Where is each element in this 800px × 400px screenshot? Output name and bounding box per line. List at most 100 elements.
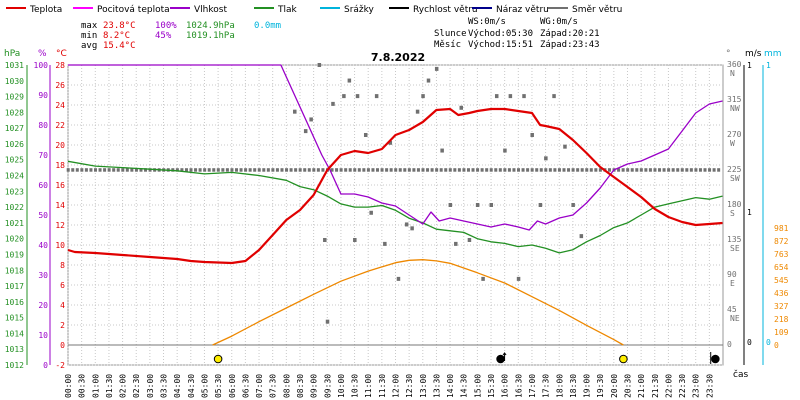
wind-dir-point (198, 168, 202, 172)
wind-dir-point (312, 168, 316, 172)
wind-gust-stat: WG:0m/s (540, 17, 578, 27)
wind-dir-point (98, 168, 102, 172)
wind-dir-point (653, 168, 657, 172)
moon-label: Měsíc (434, 40, 461, 50)
time-tick-label: 21:30 (651, 374, 660, 398)
solar-tick-label: 545 (774, 276, 789, 285)
wind-dir-point (244, 168, 248, 172)
wind-dir-scatter-point (369, 210, 373, 215)
wind-dir-point (130, 168, 134, 172)
wind-dir-point (676, 168, 680, 172)
wind-dir-tick-label: 180 (727, 200, 742, 209)
sunset-marker (619, 354, 628, 364)
time-tick-label: 02:00 (119, 374, 128, 398)
pressure-tick-label: 1021 (5, 219, 24, 228)
time-tick-label: 12:30 (405, 374, 414, 398)
temperature-tick-label: 14 (55, 201, 65, 210)
wind-dir-point (366, 168, 370, 172)
wind-dir-scatter-point (489, 203, 494, 207)
pressure-tick-label: 1013 (5, 345, 24, 354)
humidity-tick-label: 20 (38, 301, 48, 310)
wind-dir-point (189, 168, 193, 172)
time-tick-label: 06:00 (228, 374, 237, 398)
pressure-tick-label: 1015 (5, 314, 24, 323)
wind-dir-point (430, 168, 434, 172)
wind-dir-point (680, 168, 684, 172)
time-tick-label: 16:00 (501, 374, 510, 398)
wind-dir-scatter-point (388, 140, 393, 145)
wind-dir-point (148, 168, 152, 172)
wind-dir-point (421, 168, 425, 172)
moon-rise: Východ:15:51 (468, 40, 533, 50)
wind-dir-point (134, 168, 138, 172)
pressure-tick-label: 1025 (5, 156, 24, 165)
time-tick-label: 01:00 (91, 374, 100, 398)
wind-dir-tick-label: 0 (727, 340, 732, 349)
wind-dir-compass-label: NE (730, 314, 740, 323)
series-pressure (67, 160, 723, 254)
wind-dir-point (294, 168, 298, 172)
legend: Teplota Pocitová teplota Vlhkost Tlak Srážky… (6, 5, 622, 15)
wind-dir-scatter-point (440, 148, 444, 153)
unit-ms: m/s (745, 49, 762, 59)
time-tick-label: 10:30 (351, 374, 360, 398)
wind-dir-point (298, 168, 302, 172)
wind-dir-point (621, 168, 625, 172)
wind-dir-point (489, 168, 493, 172)
wind-dir-point (416, 168, 420, 172)
wind-dir-point (607, 168, 611, 172)
time-tick-label: 20:30 (623, 374, 632, 398)
wind-dir-point (407, 168, 411, 172)
wind-dir-point (216, 168, 220, 172)
humidity-tick-label: 10 (38, 331, 48, 340)
wind-dir-point (457, 168, 461, 172)
wind-dir-point (339, 168, 343, 172)
temperature-tick-label: 2 (60, 321, 65, 330)
wind-dir-point (466, 168, 470, 172)
wind-dir-point (717, 168, 721, 172)
min-hum: 45% (155, 31, 172, 41)
wind-dir-compass-label: SE (730, 244, 740, 253)
legend-label: Směr větru (572, 5, 622, 15)
wind-dir-point (435, 168, 439, 172)
pressure-tick-label: 1031 (5, 61, 24, 70)
wind-dir-point (253, 168, 257, 172)
time-tick-label: 07:00 (255, 374, 264, 398)
wind-dir-point (498, 168, 502, 172)
wind-dir-point (175, 168, 179, 172)
pressure-tick-label: 1027 (5, 124, 24, 133)
wind-dir-scatter-point (396, 276, 401, 281)
wind-dir-scatter-point (331, 101, 335, 106)
axis-ticks: 1031103010291028102710261025102410231022… (5, 60, 789, 398)
time-tick-label: 08:30 (296, 374, 305, 398)
wind-dir-compass-label: W (730, 139, 735, 148)
wind-dir-point (471, 168, 475, 172)
wind-dir-point (107, 168, 111, 172)
humidity-tick-label: 70 (38, 151, 48, 160)
wind-dir-scatter-point (426, 78, 431, 83)
time-tick-label: 11:00 (364, 374, 373, 398)
wind-dir-scatter-point (293, 109, 297, 114)
series-layer (66, 63, 723, 346)
wind-dir-point (307, 168, 311, 172)
max-rain: 0.0mm (254, 21, 281, 31)
wind-dir-point (517, 168, 521, 172)
time-tick-label: 11:30 (378, 374, 387, 398)
time-tick-label: 19:30 (596, 374, 605, 398)
chart-date: 7.8.2022 (371, 51, 425, 64)
moon-set: Západ:23:43 (540, 40, 600, 50)
wind-dir-scatter-point (355, 94, 360, 99)
avg-label: avg (81, 41, 97, 51)
wind-dir-point (266, 168, 270, 172)
time-tick-label: 13:00 (419, 374, 428, 398)
wind-dir-point (658, 168, 662, 172)
wind-dir-point (662, 168, 666, 172)
wind-dir-tick-label: 270 (727, 130, 742, 139)
pressure-tick-label: 1018 (5, 266, 24, 275)
wind-dir-point (230, 168, 234, 172)
wind-dir-point (480, 168, 484, 172)
legend-label: Vlhkost (194, 5, 227, 15)
time-tick-label: 02:30 (132, 374, 141, 398)
pressure-tick-label: 1022 (5, 203, 24, 212)
wind-dir-scatter-point (475, 203, 480, 207)
